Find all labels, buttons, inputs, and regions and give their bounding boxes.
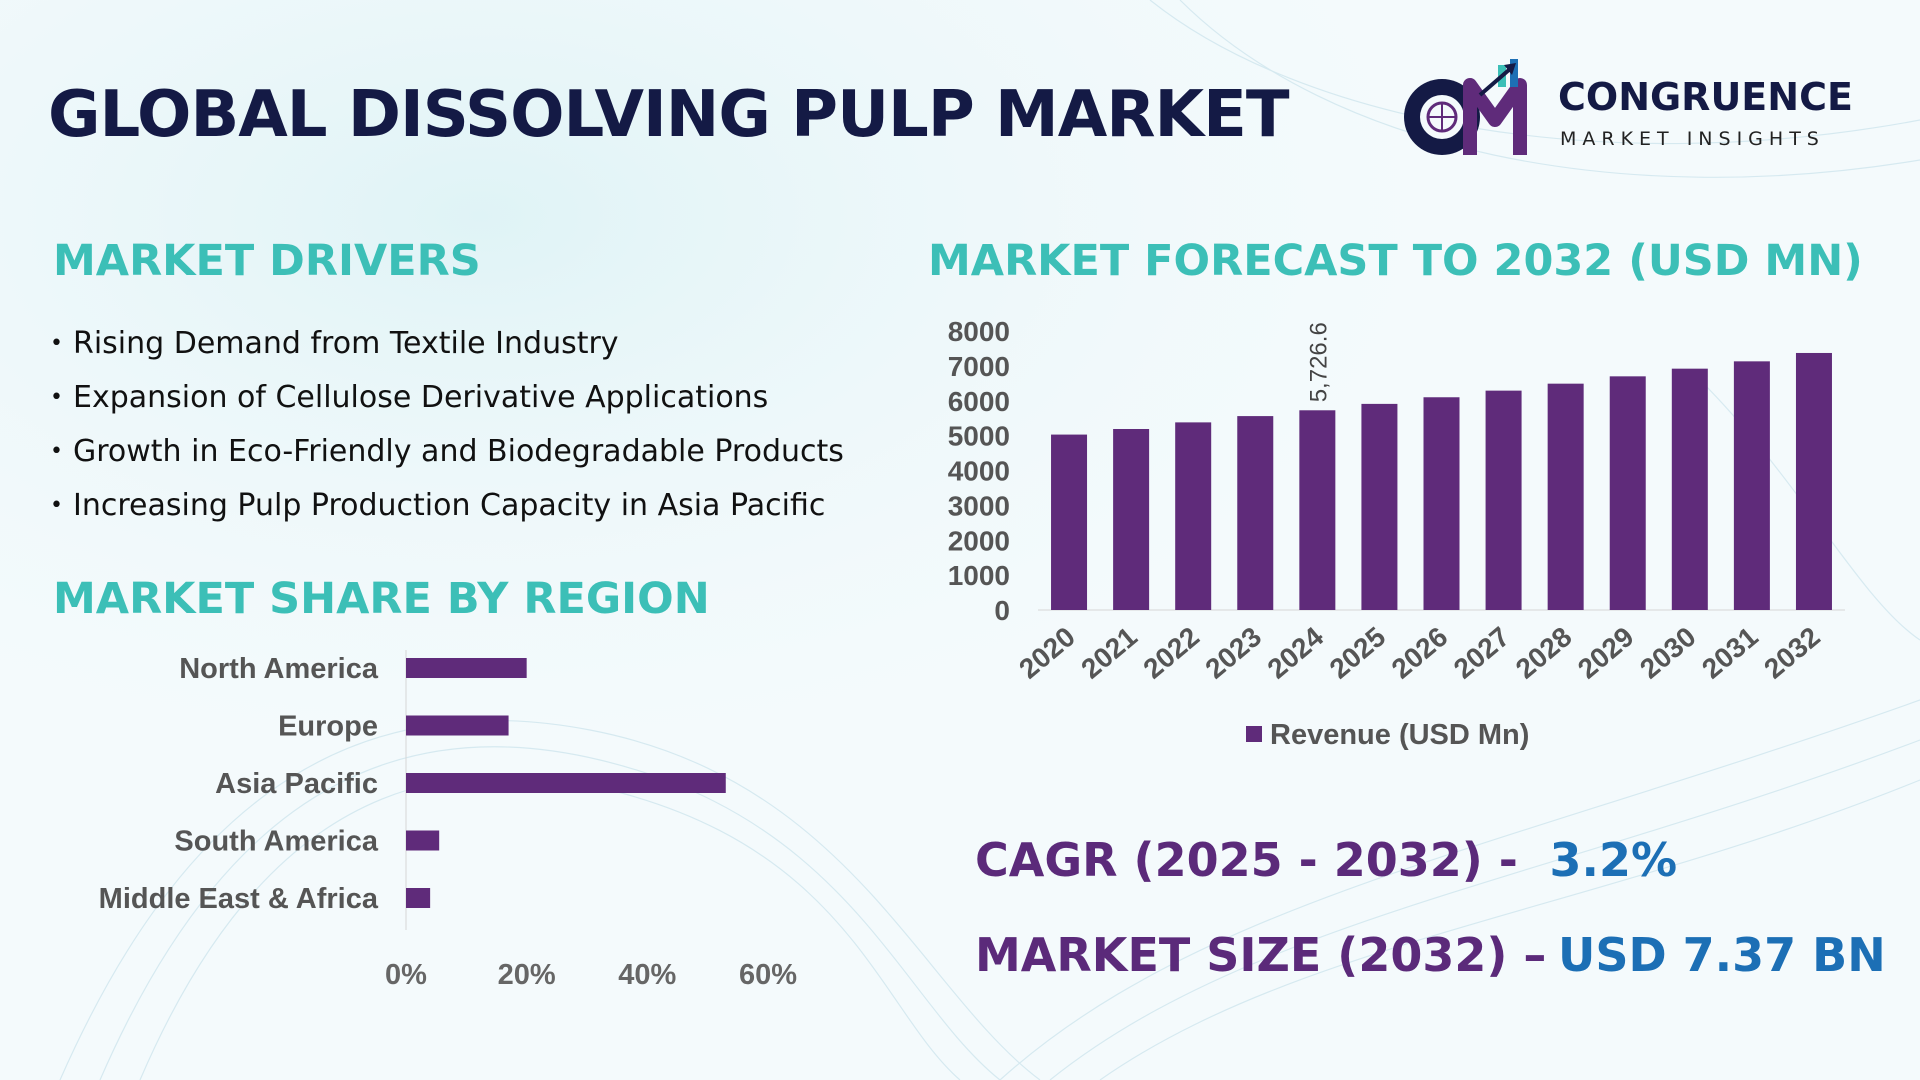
region-category-label: Asia Pacific	[215, 768, 378, 800]
forecast-heading: MARKET FORECAST TO 2032 (USD MN)	[928, 236, 1863, 286]
forecast-bar	[1547, 383, 1584, 610]
forecast-y-tick-label: 8000	[948, 316, 1010, 347]
drivers-list: Rising Demand from Textile Industry Expa…	[50, 324, 844, 540]
forecast-bar	[1609, 376, 1646, 610]
forecast-x-tick-label: 2020	[1013, 621, 1081, 685]
forecast-bar	[1485, 390, 1522, 610]
drivers-heading: MARKET DRIVERS	[53, 236, 481, 286]
forecast-y-tick-label: 7000	[948, 351, 1010, 382]
driver-item: Expansion of Cellulose Derivative Applic…	[50, 378, 844, 432]
region-category-label: North America	[179, 653, 379, 685]
forecast-y-tick-label: 6000	[948, 386, 1010, 417]
forecast-bar	[1051, 434, 1088, 610]
region-bar	[406, 888, 431, 908]
forecast-legend-swatch	[1246, 726, 1262, 742]
forecast-y-tick-label: 5000	[948, 421, 1010, 452]
forecast-legend-label: Revenue (USD Mn)	[1270, 719, 1529, 751]
forecast-y-tick-label: 2000	[948, 525, 1010, 556]
forecast-bar	[1671, 368, 1708, 610]
region-x-tick-label: 20%	[498, 959, 556, 991]
forecast-bar	[1733, 361, 1770, 610]
forecast-x-tick-label: 2032	[1758, 621, 1826, 685]
region-category-label: Europe	[278, 711, 378, 743]
forecast-x-tick-label: 2025	[1324, 621, 1392, 685]
forecast-y-tick-label: 4000	[948, 456, 1010, 487]
forecast-y-tick-label: 3000	[948, 490, 1010, 521]
region-category-label: South America	[174, 826, 378, 858]
page-title: GLOBAL DISSOLVING PULP MARKET	[48, 78, 1289, 152]
forecast-y-tick-label: 0	[994, 595, 1010, 626]
forecast-x-tick-label: 2027	[1448, 621, 1516, 685]
forecast-x-tick-label: 2024	[1262, 621, 1330, 685]
region-bar	[406, 658, 527, 678]
forecast-x-tick-label: 2023	[1199, 621, 1267, 685]
forecast-bar	[1423, 397, 1460, 610]
forecast-bar	[1361, 403, 1398, 610]
forecast-x-tick-label: 2022	[1137, 621, 1205, 685]
region-x-tick-label: 40%	[618, 959, 676, 991]
region-x-tick-label: 0%	[385, 959, 427, 991]
logo-badge-icon	[1404, 59, 1527, 155]
share-heading: MARKET SHARE BY REGION	[53, 574, 710, 624]
brand-tagline: MARKET INSIGHTS	[1560, 128, 1825, 150]
region-bar	[406, 773, 726, 793]
cagr-label: CAGR (2025 - 2032) -	[975, 833, 1518, 887]
forecast-bar	[1795, 352, 1832, 610]
forecast-bar	[1175, 422, 1212, 610]
driver-item: Increasing Pulp Production Capacity in A…	[50, 486, 844, 540]
brand-name: CONGRUENCE	[1558, 75, 1853, 119]
forecast-bar	[1299, 410, 1336, 610]
forecast-x-tick-label: 2030	[1634, 621, 1702, 685]
market-size-value: USD 7.37 BN	[1557, 928, 1886, 982]
region-x-tick-label: 60%	[739, 959, 797, 991]
forecast-y-tick-label: 1000	[948, 560, 1010, 591]
forecast-x-tick-label: 2031	[1696, 621, 1764, 685]
brand-logo: CONGRUENCE MARKET INSIGHTS	[1400, 55, 1880, 165]
forecast-data-label: 5,726.6	[1305, 322, 1332, 402]
cagr-kpi: CAGR (2025 - 2032) - 3.2%	[975, 833, 1677, 887]
region-category-label: Middle East & Africa	[99, 883, 379, 915]
region-bar	[406, 715, 509, 736]
forecast-x-tick-label: 2026	[1386, 621, 1454, 685]
forecast-x-tick-label: 2028	[1510, 621, 1578, 685]
forecast-x-tick-label: 2021	[1075, 621, 1143, 685]
cagr-value: 3.2%	[1549, 833, 1678, 887]
market-size-kpi: MARKET SIZE (2032) – USD 7.37 BN	[975, 928, 1886, 982]
market-size-label: MARKET SIZE (2032) –	[975, 928, 1547, 982]
forecast-bar	[1237, 416, 1274, 610]
driver-item: Growth in Eco-Friendly and Biodegradable…	[50, 432, 844, 486]
region-bar	[406, 830, 440, 851]
forecast-x-tick-label: 2029	[1572, 621, 1640, 685]
forecast-bar	[1113, 428, 1150, 610]
driver-item: Rising Demand from Textile Industry	[50, 324, 844, 378]
